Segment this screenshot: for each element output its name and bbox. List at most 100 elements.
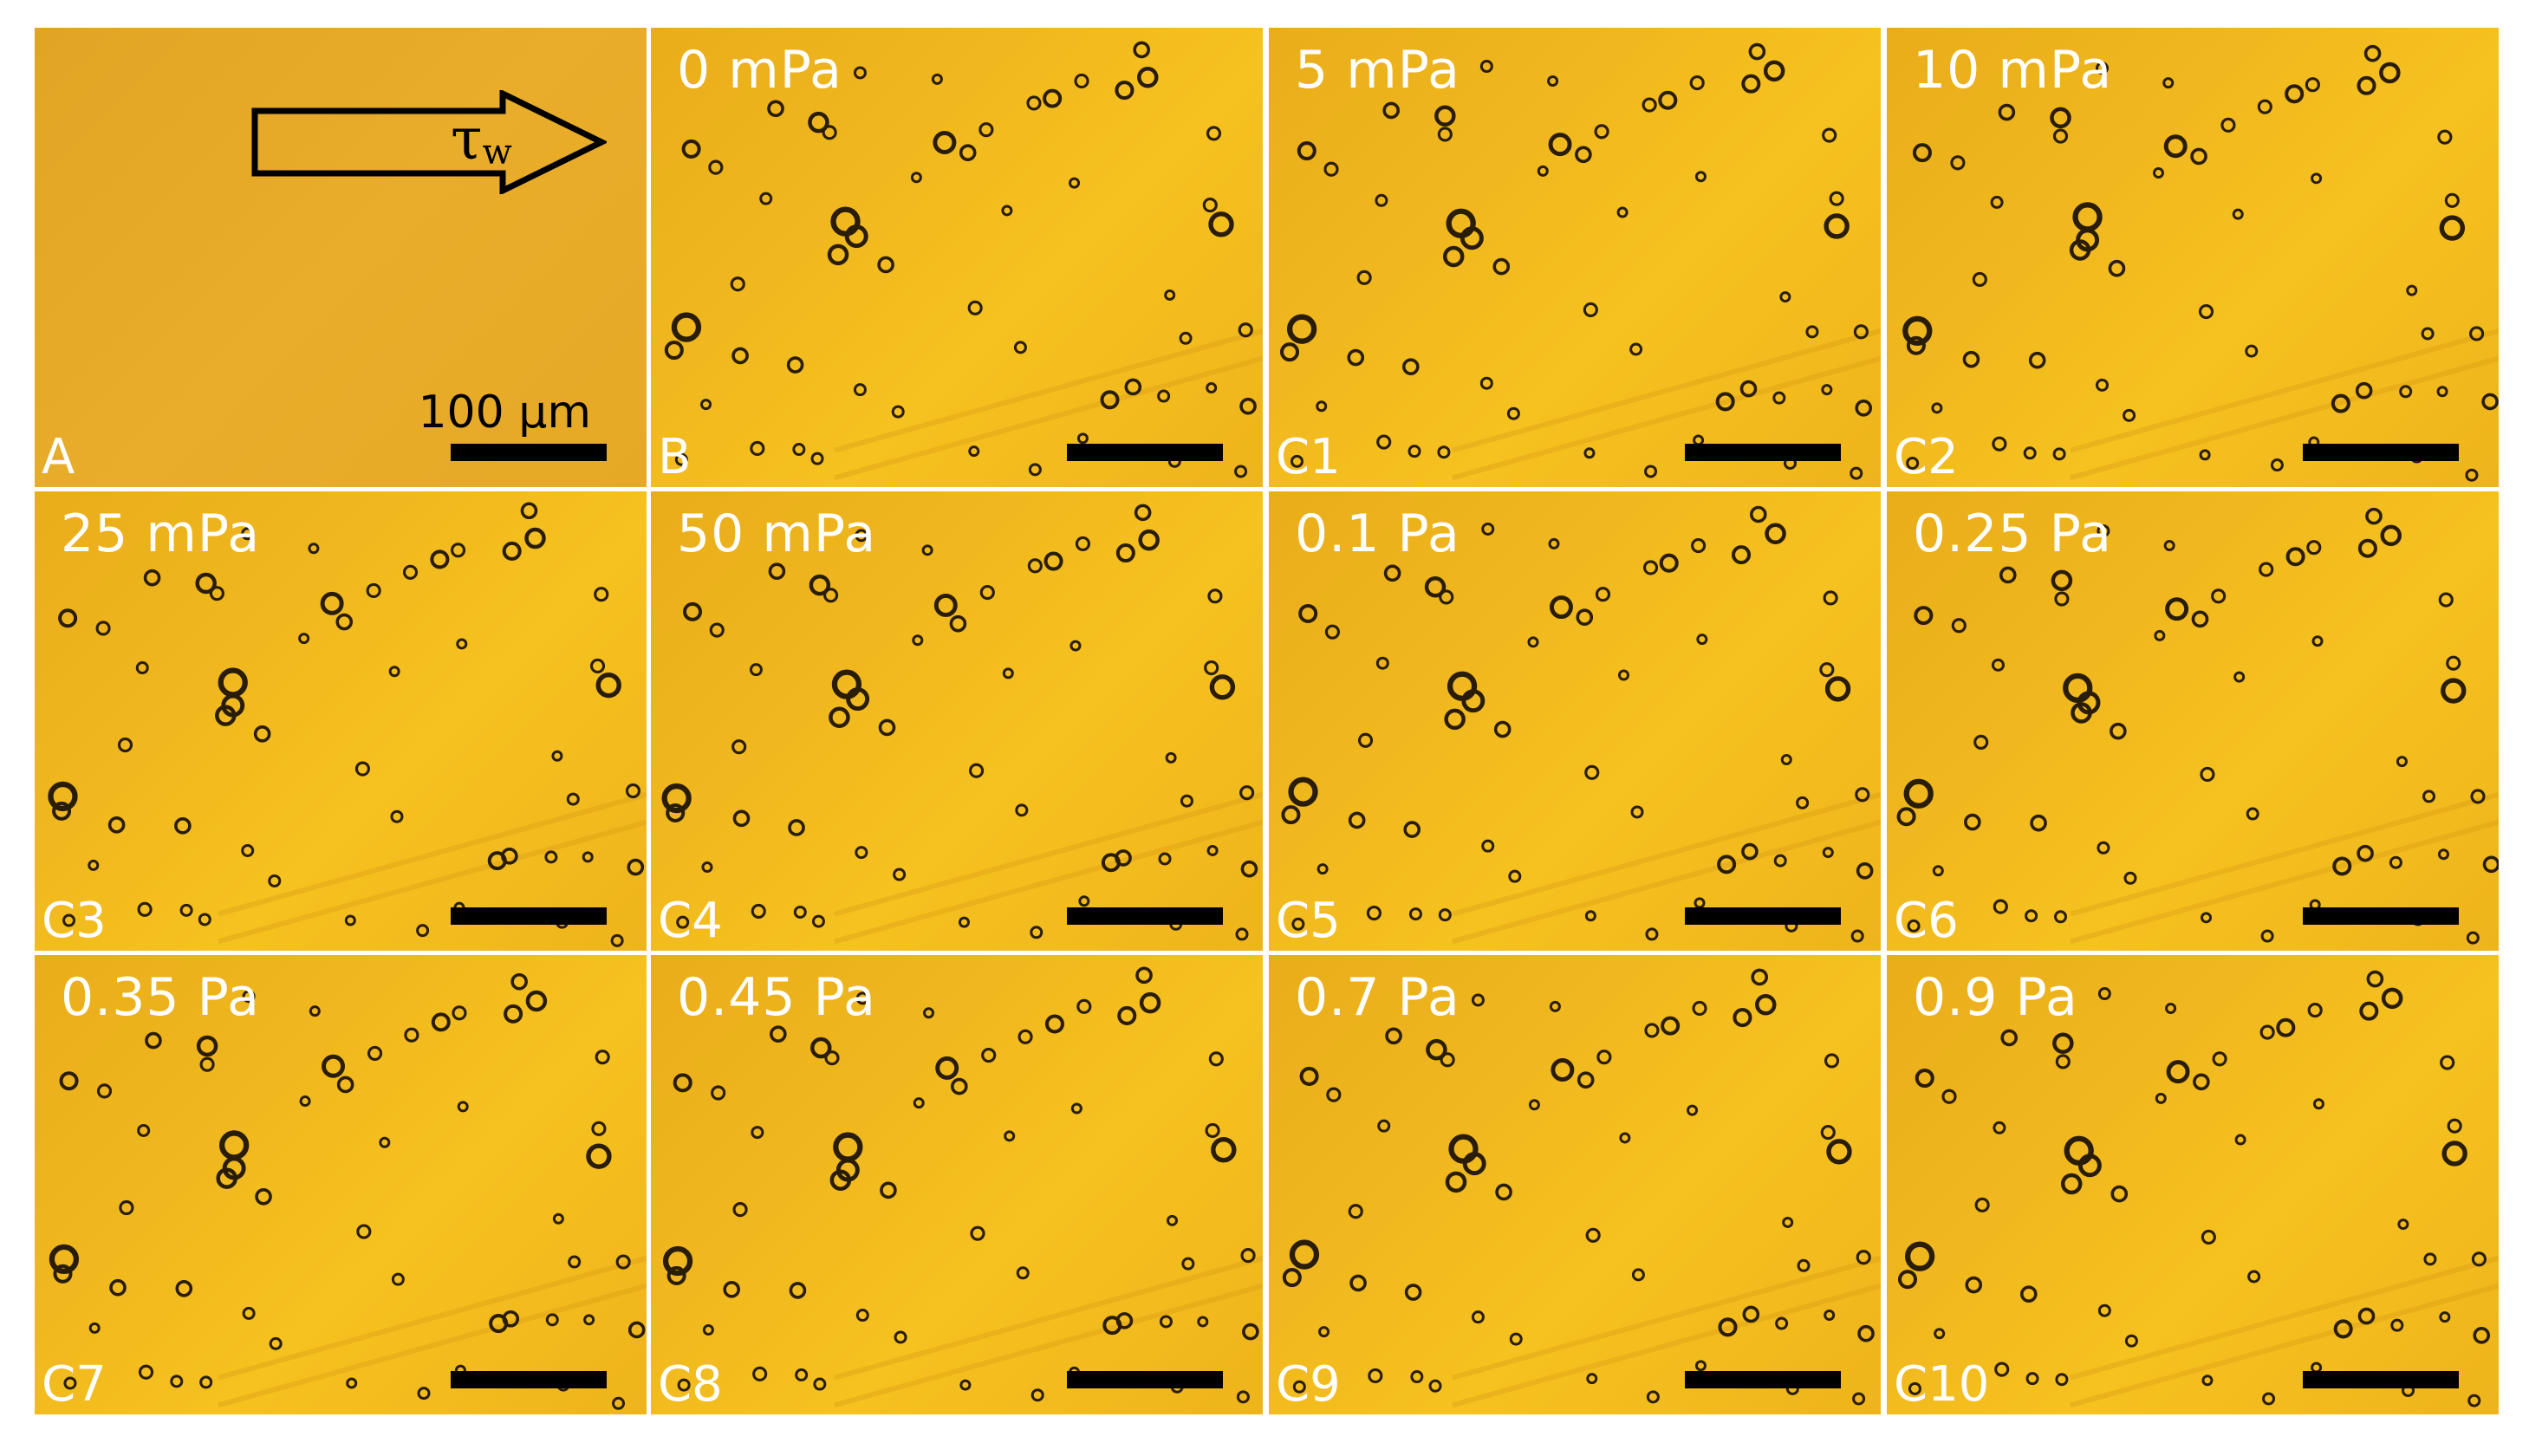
particle <box>808 111 829 133</box>
particle <box>145 1031 162 1050</box>
particle <box>1242 1323 1259 1341</box>
particle <box>1694 1360 1707 1372</box>
particle <box>1286 314 1317 344</box>
particle <box>1026 95 1042 111</box>
particle <box>1437 127 1453 142</box>
particle <box>504 1004 523 1024</box>
particle <box>1619 1132 1631 1144</box>
particle-layer <box>1897 970 2499 1408</box>
particle <box>2071 702 2092 724</box>
particle <box>786 356 804 374</box>
particle <box>751 903 766 919</box>
particle <box>1115 81 1134 101</box>
particle <box>1990 195 2004 209</box>
particle <box>2097 987 2111 1001</box>
panel-id-label: A <box>42 429 75 485</box>
scale-bar <box>1685 444 1841 461</box>
particle <box>967 300 983 315</box>
particle <box>1547 75 1559 87</box>
particle <box>894 1330 907 1344</box>
particle <box>666 1265 686 1285</box>
panel-id-label: C5 <box>1276 893 1341 949</box>
particle <box>732 1202 748 1218</box>
particle <box>1403 821 1421 838</box>
particle <box>2063 673 2093 703</box>
particle <box>844 224 868 249</box>
particle <box>1805 325 1819 339</box>
particle <box>1617 669 1629 681</box>
particle <box>391 1272 405 1286</box>
particle <box>1030 1388 1044 1402</box>
particle <box>1043 551 1063 571</box>
particle <box>2446 655 2461 671</box>
particle <box>2166 1060 2190 1084</box>
particle <box>1642 97 1657 113</box>
substrate-streak <box>833 1255 1263 1381</box>
particle <box>2396 756 2408 768</box>
particle <box>2436 386 2448 398</box>
particle <box>2199 449 2211 461</box>
particle <box>2201 1229 2216 1245</box>
particle <box>594 587 609 602</box>
particle <box>2072 202 2103 232</box>
particle <box>1596 1050 1612 1065</box>
particle <box>2481 393 2499 411</box>
particle <box>1586 1373 1598 1385</box>
particle <box>1548 133 1572 157</box>
particle <box>752 1366 768 1381</box>
particle <box>1509 1332 1523 1346</box>
particle <box>2190 147 2207 166</box>
particle <box>2363 44 2382 62</box>
particle <box>309 1005 321 1017</box>
particle <box>2306 540 2322 556</box>
particle <box>1279 342 1300 362</box>
particle <box>195 572 217 595</box>
particle <box>1434 105 1456 127</box>
particle <box>2155 1092 2167 1104</box>
particle <box>2399 385 2413 399</box>
particle <box>1159 1315 1173 1329</box>
particle <box>829 706 850 729</box>
particle <box>1951 618 1967 634</box>
particle <box>95 621 111 636</box>
micrograph-panel-c7: 0.35 Pa C7 <box>35 955 647 1414</box>
particle <box>1445 1171 1467 1193</box>
micrograph-panel-c3: 25 mPa C3 <box>35 491 647 951</box>
particle <box>1646 1390 1660 1404</box>
panel-id-label: C1 <box>1276 429 1341 485</box>
particle <box>759 192 773 205</box>
particle <box>1408 907 1422 921</box>
particle <box>1043 88 1063 108</box>
particle <box>1741 842 1759 861</box>
particle <box>822 125 837 140</box>
particle <box>1444 708 1466 731</box>
particle <box>525 990 548 1012</box>
particle <box>591 1121 607 1136</box>
particle <box>822 588 839 603</box>
particle-layer <box>1279 42 1881 481</box>
particle <box>1694 897 1706 909</box>
particle <box>893 868 907 881</box>
particle <box>795 1368 809 1381</box>
particle <box>299 1095 311 1108</box>
particle <box>921 544 933 556</box>
particle <box>1447 671 1478 701</box>
particle <box>1594 124 1609 140</box>
particle <box>1965 1276 1983 1294</box>
particle <box>768 562 786 581</box>
micrograph-panel-c8: 0.45 Pa C8 <box>651 955 1263 1414</box>
particle <box>241 527 255 541</box>
particle <box>1780 754 1792 766</box>
particle <box>1013 341 1027 354</box>
particle <box>1291 917 1305 931</box>
particle <box>1748 42 1766 61</box>
scale-bar <box>2303 907 2459 925</box>
particle <box>1076 998 1092 1014</box>
particle <box>723 1281 740 1298</box>
particle <box>2152 166 2164 179</box>
particle <box>2438 592 2454 608</box>
particle <box>913 1097 925 1109</box>
particle <box>215 705 237 726</box>
particle <box>1404 1284 1422 1301</box>
